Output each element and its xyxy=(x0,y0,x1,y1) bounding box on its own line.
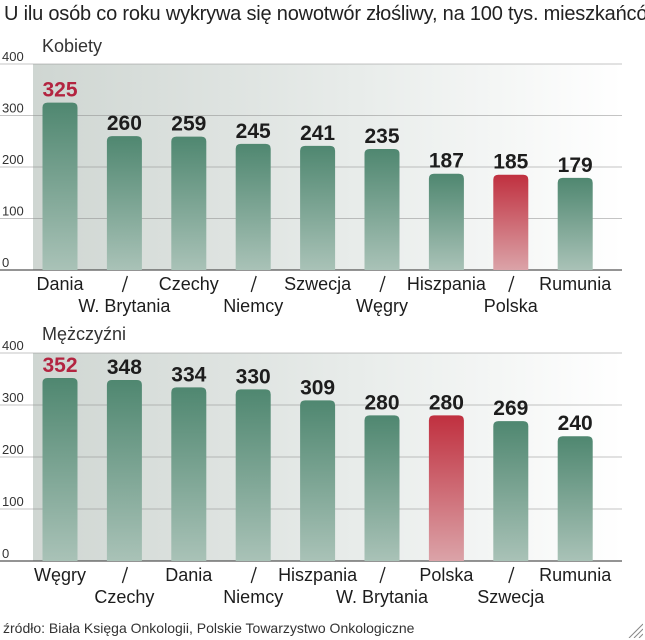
chart-mezczyzni: Mężczyźni 0 100 200 300 400 352 Węgry 348 Czechy 3… xyxy=(0,324,622,607)
bar-węgry xyxy=(364,148,400,270)
category-label: Polska xyxy=(484,296,539,316)
bar-rumunia xyxy=(557,177,593,270)
label-separator xyxy=(121,566,129,584)
y-tick-label: 300 xyxy=(2,101,24,116)
value-label: 348 xyxy=(107,356,142,379)
value-label: 269 xyxy=(493,397,528,420)
category-label: Czechy xyxy=(94,587,154,607)
category-label: Węgry xyxy=(356,296,408,316)
category-label: Węgry xyxy=(34,565,86,585)
value-label: 240 xyxy=(558,412,593,435)
bar-dania xyxy=(42,102,78,270)
y-tick-label: 0 xyxy=(2,255,9,270)
label-separator xyxy=(250,275,257,293)
value-label: 325 xyxy=(42,79,77,102)
category-label: Dania xyxy=(36,274,84,294)
bar-węgry xyxy=(42,377,78,561)
bar-niemcy xyxy=(235,143,271,270)
category-label: Niemcy xyxy=(223,587,283,607)
category-label: Rumunia xyxy=(539,565,612,585)
value-label: 259 xyxy=(171,113,206,136)
label-separator xyxy=(379,275,386,293)
y-tick-label: 400 xyxy=(2,338,24,353)
y-tick-label: 200 xyxy=(2,442,24,457)
bar-w-brytania xyxy=(364,415,400,561)
bar-w-brytania xyxy=(106,136,142,270)
bar-czechy xyxy=(171,136,207,270)
bar-hiszpania xyxy=(428,173,464,270)
chart-kobiety: Kobiety 0 100 200 300 400 325 Dania 260 W. Brytan… xyxy=(0,36,622,316)
value-label: 280 xyxy=(364,391,399,414)
chart-subtitle: Mężczyźni xyxy=(42,324,126,344)
category-label: Dania xyxy=(165,565,213,585)
value-label: 309 xyxy=(300,376,335,399)
label-separator xyxy=(379,566,386,584)
chart-subtitle: Kobiety xyxy=(42,36,102,56)
value-label: 235 xyxy=(364,125,399,148)
label-separator xyxy=(250,566,257,584)
category-label: Czechy xyxy=(159,274,219,294)
value-label: 187 xyxy=(429,150,464,173)
y-tick-label: 200 xyxy=(2,152,24,167)
category-label: Polska xyxy=(419,565,474,585)
label-separator xyxy=(508,275,515,293)
category-label: Szwecja xyxy=(284,274,352,294)
bar-czechy xyxy=(106,380,142,561)
source-note: źródło: Biała Księga Onkologii, Polskie … xyxy=(3,620,415,636)
label-separator xyxy=(121,275,129,293)
category-label: Rumunia xyxy=(539,274,612,294)
category-label: Niemcy xyxy=(223,296,283,316)
value-label: 245 xyxy=(236,120,271,143)
label-separator xyxy=(508,566,515,584)
y-tick-label: 0 xyxy=(2,546,9,561)
value-label: 280 xyxy=(429,391,464,414)
y-tick-label: 400 xyxy=(2,49,24,64)
y-tick-label: 100 xyxy=(2,494,24,509)
category-label: W. Brytania xyxy=(78,296,171,316)
bar-polska xyxy=(493,174,529,270)
y-tick-label: 300 xyxy=(2,390,24,405)
corner-hatch-mark xyxy=(628,623,643,638)
value-label: 260 xyxy=(107,112,142,135)
value-label: 334 xyxy=(171,363,206,386)
value-label: 185 xyxy=(493,151,528,174)
y-tick-label: 100 xyxy=(2,204,24,219)
bar-szwecja xyxy=(300,145,336,270)
value-label: 352 xyxy=(42,354,77,377)
value-label: 330 xyxy=(236,365,271,388)
value-label: 241 xyxy=(300,122,335,145)
category-label: Hiszpania xyxy=(407,274,487,294)
category-label: Hiszpania xyxy=(278,565,358,585)
bar-rumunia xyxy=(557,436,593,561)
category-label: W. Brytania xyxy=(336,587,429,607)
bar-hiszpania xyxy=(300,400,336,561)
chart-title: U ilu osób co roku wykrywa się nowotwór … xyxy=(4,3,645,25)
bar-szwecja xyxy=(493,421,529,561)
bar-dania xyxy=(171,387,207,561)
category-label: Szwecja xyxy=(477,587,545,607)
value-label: 179 xyxy=(558,154,593,177)
bar-polska xyxy=(428,415,464,561)
bar-niemcy xyxy=(235,389,271,561)
